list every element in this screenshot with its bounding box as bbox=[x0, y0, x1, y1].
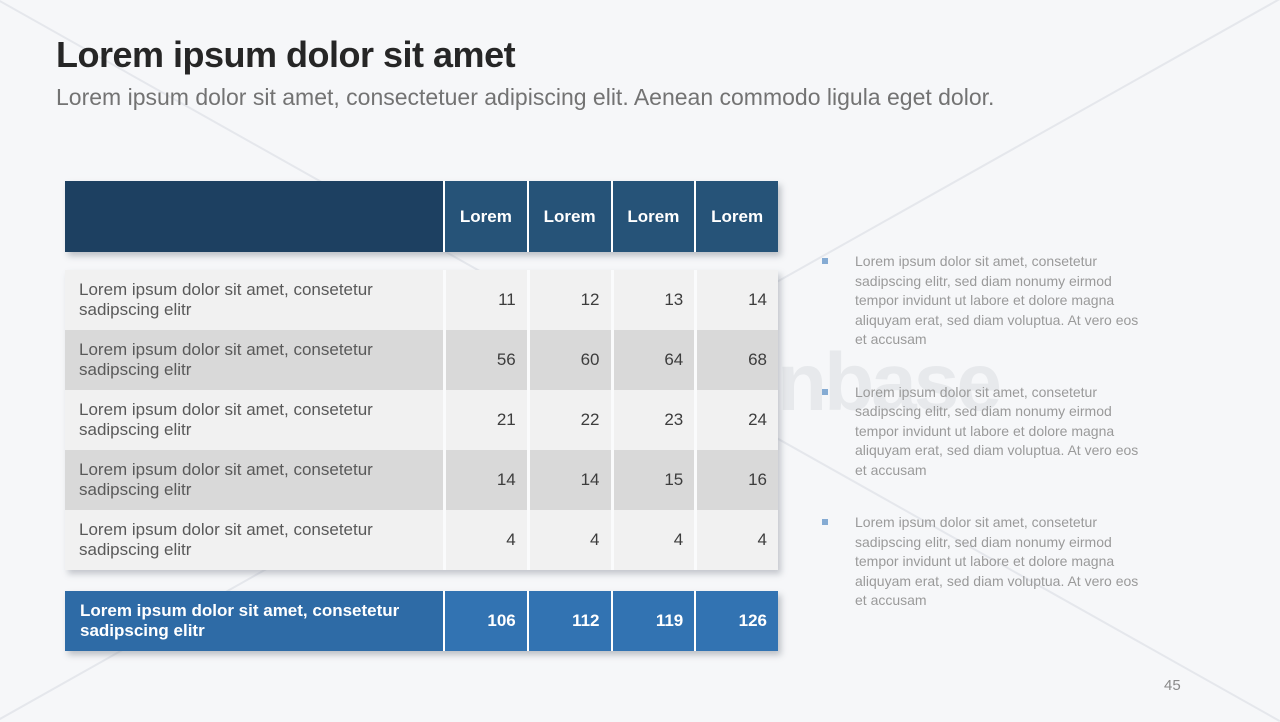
bullet-text: Lorem ipsum dolor sit amet, consetetur s… bbox=[855, 383, 1139, 478]
data-table: Lorem Lorem Lorem Lorem Lorem ipsum dolo… bbox=[65, 181, 778, 651]
total-value: 106 bbox=[443, 591, 527, 651]
list-item: Lorem ipsum dolor sit amet, consetetur s… bbox=[820, 513, 1156, 611]
row-label: Lorem ipsum dolor sit amet, consetetur s… bbox=[79, 400, 373, 439]
row-label: Lorem ipsum dolor sit amet, consetetur s… bbox=[79, 340, 373, 379]
row-value: 16 bbox=[694, 450, 778, 510]
total-value: 119 bbox=[610, 591, 695, 651]
table-header-cell: Lorem bbox=[526, 181, 611, 252]
row-value: 68 bbox=[694, 330, 778, 390]
bullet-text: Lorem ipsum dolor sit amet, consetetur s… bbox=[855, 514, 1139, 608]
row-value: 24 bbox=[694, 390, 778, 450]
table-header-cell: Lorem bbox=[443, 181, 527, 252]
row-label: Lorem ipsum dolor sit amet, consetetur s… bbox=[79, 520, 373, 559]
table-header-spacer bbox=[65, 181, 443, 252]
total-value: 126 bbox=[694, 591, 778, 651]
table-header-row: Lorem Lorem Lorem Lorem bbox=[65, 181, 778, 252]
table-total-row: Lorem ipsum dolor sit amet, consetetur s… bbox=[65, 591, 778, 651]
bullet-list: Lorem ipsum dolor sit amet, consetetur s… bbox=[820, 252, 1156, 611]
table-header-cell: Lorem bbox=[694, 181, 778, 252]
table-header-cell: Lorem bbox=[610, 181, 695, 252]
row-value: 21 bbox=[443, 390, 527, 450]
row-value: 22 bbox=[526, 390, 611, 450]
bullet-square-icon bbox=[822, 388, 828, 395]
table-body: Lorem ipsum dolor sit amet, consetetur s… bbox=[65, 270, 778, 570]
row-value: 4 bbox=[443, 510, 527, 570]
slide-title: Lorem ipsum dolor sit amet bbox=[56, 34, 516, 75]
table-row: Lorem ipsum dolor sit amet, consetetur s… bbox=[65, 330, 778, 390]
row-value: 60 bbox=[526, 330, 611, 390]
row-value: 56 bbox=[443, 330, 527, 390]
total-label: Lorem ipsum dolor sit amet, consetetur s… bbox=[80, 601, 400, 640]
row-value: 11 bbox=[443, 270, 527, 330]
row-value: 4 bbox=[526, 510, 611, 570]
list-item: Lorem ipsum dolor sit amet, consetetur s… bbox=[820, 383, 1156, 481]
table-row: Lorem ipsum dolor sit amet, consetetur s… bbox=[65, 510, 778, 570]
bullet-square-icon bbox=[822, 258, 828, 264]
row-label: Lorem ipsum dolor sit amet, consetetur s… bbox=[79, 280, 373, 319]
list-item: Lorem ipsum dolor sit amet, consetetur s… bbox=[820, 252, 1156, 350]
row-value: 14 bbox=[526, 450, 611, 510]
table-row: Lorem ipsum dolor sit amet, consetetur s… bbox=[65, 270, 778, 330]
row-label: Lorem ipsum dolor sit amet, consetetur s… bbox=[79, 460, 373, 499]
bullet-square-icon bbox=[822, 519, 828, 525]
table-row: Lorem ipsum dolor sit amet, consetetur s… bbox=[65, 450, 778, 510]
row-value: 4 bbox=[610, 510, 695, 570]
row-value: 15 bbox=[610, 450, 695, 510]
page-number: 45 bbox=[1164, 677, 1181, 694]
row-value: 12 bbox=[526, 270, 611, 330]
slide-subtitle: Lorem ipsum dolor sit amet, consectetuer… bbox=[56, 84, 995, 110]
row-value: 14 bbox=[443, 450, 527, 510]
bullet-text: Lorem ipsum dolor sit amet, consetetur s… bbox=[855, 253, 1139, 347]
row-value: 14 bbox=[694, 270, 778, 330]
table-row: Lorem ipsum dolor sit amet, consetetur s… bbox=[65, 390, 778, 450]
row-value: 13 bbox=[610, 270, 695, 330]
row-value: 23 bbox=[610, 390, 695, 450]
row-value: 4 bbox=[694, 510, 778, 570]
total-value: 112 bbox=[526, 591, 611, 651]
row-value: 64 bbox=[610, 330, 695, 390]
